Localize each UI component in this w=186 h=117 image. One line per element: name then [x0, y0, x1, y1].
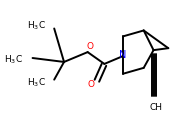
Text: $\mathregular{H_3C}$: $\mathregular{H_3C}$ — [27, 19, 46, 32]
Text: CH: CH — [149, 103, 162, 112]
Text: $\mathregular{H_3C}$: $\mathregular{H_3C}$ — [4, 54, 23, 66]
Text: $\mathregular{H_3C}$: $\mathregular{H_3C}$ — [27, 76, 46, 89]
Text: N: N — [119, 50, 127, 60]
Text: O: O — [87, 80, 94, 89]
Text: O: O — [86, 42, 93, 51]
